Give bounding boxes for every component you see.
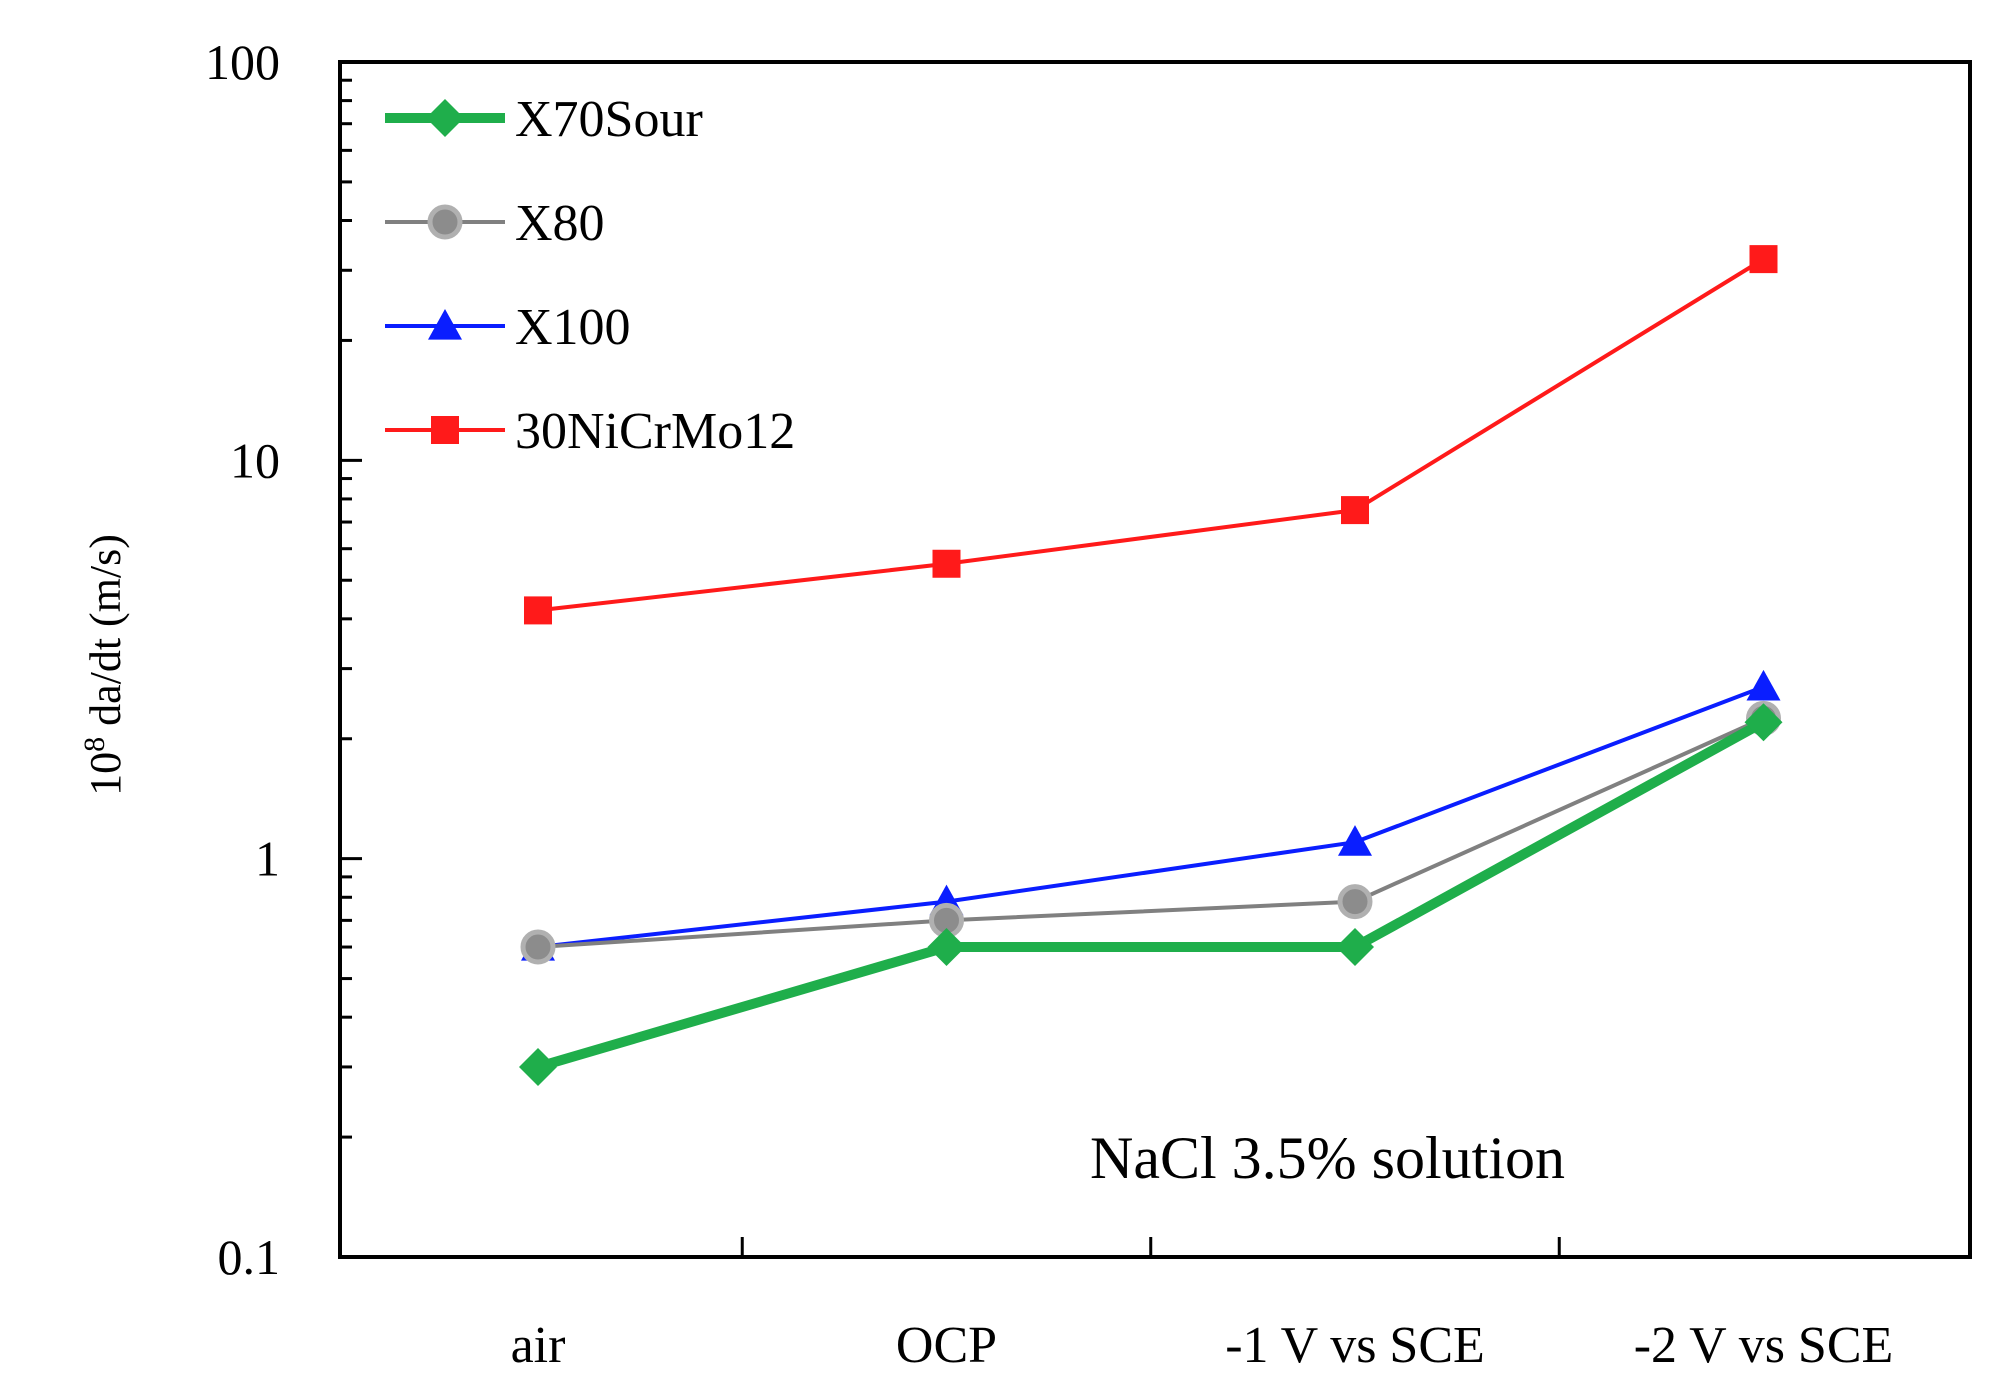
x-tick-label: OCP bbox=[896, 1317, 997, 1374]
data-point-square bbox=[1749, 245, 1778, 274]
legend-item-X80: X80 bbox=[385, 195, 605, 252]
series-group bbox=[519, 245, 1783, 1086]
data-point-diamond bbox=[519, 1047, 557, 1086]
plot-area bbox=[338, 60, 1972, 1259]
data-point-diamond bbox=[927, 928, 966, 967]
data-point-diamond bbox=[1336, 928, 1374, 967]
y-tick-label: 10 bbox=[230, 432, 280, 488]
data-point-diamond bbox=[426, 99, 464, 137]
legend-label: X80 bbox=[515, 195, 605, 252]
data-point-square bbox=[1341, 496, 1369, 525]
data-point-triangle bbox=[1746, 669, 1781, 701]
data-point-square bbox=[932, 549, 961, 578]
series-line bbox=[536, 717, 1766, 1072]
data-point-square bbox=[524, 596, 552, 625]
y-axis: 0.1 1 10 100 bbox=[205, 34, 362, 1285]
x-tick-label: air bbox=[511, 1317, 566, 1374]
data-point-diamond bbox=[1744, 703, 1783, 742]
series-line bbox=[537, 684, 1765, 950]
annotation-text: NaCl 3.5% solution bbox=[1090, 1125, 1565, 1191]
legend-item-30NiCrMo12: 30NiCrMo12 bbox=[385, 403, 795, 460]
y-axis-label: 108 da/dt (m/s) bbox=[78, 534, 130, 796]
legend: X70Sour X80 X100 30NiCrMo12 bbox=[385, 91, 795, 460]
data-point-square bbox=[431, 416, 459, 444]
plot-frame bbox=[338, 60, 1972, 1259]
x-axis: air OCP -1 V vs SCE -2 V vs SCE bbox=[511, 1237, 1894, 1374]
series-30NiCrMo12 bbox=[524, 245, 1778, 625]
data-point-circle bbox=[520, 929, 556, 965]
data-point-circle bbox=[1337, 884, 1373, 920]
data-point-triangle bbox=[428, 309, 462, 340]
data-point-circle bbox=[427, 204, 463, 240]
legend-label: X70Sour bbox=[515, 91, 703, 148]
x-tick-label: -2 V vs SCE bbox=[1634, 1317, 1894, 1374]
y-axis-label-text: 108 da/dt (m/s) bbox=[78, 534, 130, 796]
y-tick-label: 1 bbox=[255, 831, 280, 887]
data-point-triangle bbox=[1338, 825, 1372, 856]
y-tick-label: 0.1 bbox=[218, 1229, 281, 1285]
legend-label: 30NiCrMo12 bbox=[515, 403, 795, 460]
y-tick-label: 100 bbox=[205, 34, 280, 90]
legend-label: X100 bbox=[515, 299, 631, 356]
series-line bbox=[537, 716, 1765, 950]
x-tick-label: -1 V vs SCE bbox=[1225, 1317, 1485, 1374]
series-line bbox=[537, 257, 1765, 613]
legend-item-X100: X100 bbox=[385, 299, 631, 356]
series-X70Sour bbox=[519, 703, 1783, 1086]
legend-item-X70Sour: X70Sour bbox=[385, 91, 703, 148]
series-X80 bbox=[520, 700, 1781, 965]
